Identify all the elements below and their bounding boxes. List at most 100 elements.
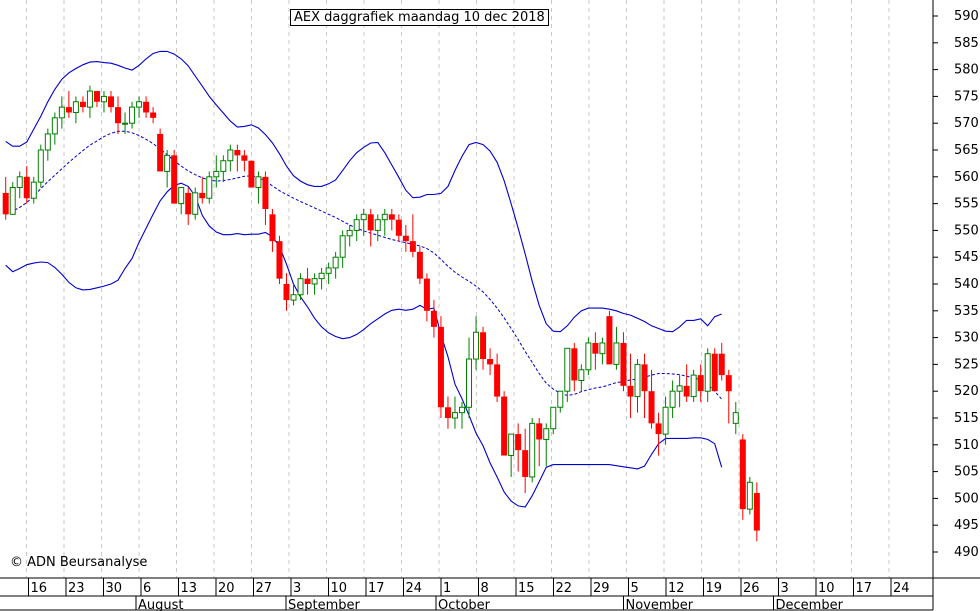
y-tick-label: 560 [954, 170, 979, 185]
candle [339, 230, 346, 268]
candle [683, 364, 690, 402]
candle [367, 208, 374, 247]
candle [466, 337, 473, 418]
candle-body-up [339, 235, 346, 258]
x-tick-label: 20 [218, 581, 235, 596]
candle-body-down [262, 176, 269, 209]
candle [395, 214, 402, 242]
candle-body-up [599, 342, 606, 355]
x-tick-label: 10 [331, 581, 348, 596]
candle-body-up [51, 117, 58, 135]
x-tick-label: 24 [893, 581, 910, 596]
candle [332, 251, 339, 279]
x-tick-label: 23 [68, 581, 85, 596]
month-label: December [776, 598, 844, 611]
candle [346, 225, 353, 247]
candle [536, 418, 543, 467]
x-tick-label: 6 [143, 581, 151, 596]
candle-body-down [620, 342, 627, 386]
candle [585, 337, 592, 376]
candle [122, 112, 129, 134]
candle-body-up [136, 101, 143, 108]
candle [360, 208, 367, 236]
candle-body-up [332, 256, 339, 269]
candle-body-down [683, 385, 690, 397]
candle [381, 208, 388, 236]
candle [262, 171, 269, 226]
candle-body-down [522, 450, 529, 477]
candle-body-down [93, 91, 100, 102]
candlestick-series [2, 85, 760, 542]
candle-body-up [746, 481, 753, 510]
candle-body-up [297, 278, 304, 296]
y-tick-label: 550 [954, 223, 979, 238]
candle [86, 85, 93, 118]
candle-body-up [529, 422, 536, 478]
candle-body-down [501, 396, 508, 456]
candle-body-up [690, 374, 697, 398]
candle-body-down [143, 101, 150, 113]
candle-body-up [290, 294, 297, 301]
candle [353, 214, 360, 242]
candle [136, 96, 143, 118]
candle [199, 176, 206, 204]
candle [416, 246, 423, 284]
candle [269, 208, 276, 252]
candle-body-up [30, 181, 37, 199]
candle-body-up [129, 106, 136, 124]
candle [704, 348, 711, 402]
y-tick-label: 575 [954, 89, 979, 104]
candle [311, 273, 318, 295]
y-tick-label: 505 [954, 465, 979, 480]
x-tick-label: 8 [481, 581, 489, 596]
candle-body-up [704, 353, 711, 392]
candle [213, 155, 220, 188]
x-tick-label: 30 [106, 581, 123, 596]
candle [150, 107, 157, 124]
candle [473, 316, 480, 370]
candle [164, 150, 171, 188]
candle-body-down [480, 332, 487, 360]
candle [93, 91, 100, 108]
candle-body-up [634, 363, 641, 398]
candle-body-down [283, 284, 290, 301]
x-tick-label: 16 [31, 581, 48, 596]
candle-body-down [157, 133, 164, 172]
x-tick-label: 17 [856, 581, 873, 596]
candle [753, 482, 760, 542]
x-tick-label: 29 [593, 581, 610, 596]
candle-body-up [227, 149, 234, 162]
candle [318, 267, 325, 290]
x-tick-label: 24 [406, 581, 423, 596]
candle-body-down [395, 219, 402, 236]
candle-body-up [206, 176, 213, 199]
x-tick-label: 17 [368, 581, 385, 596]
candle-body-down [185, 192, 192, 215]
candle-body-up [16, 176, 23, 189]
x-tick-label: 26 [743, 581, 760, 596]
candle-body-up [353, 219, 360, 231]
candle-body-down [571, 348, 578, 381]
candle-body-up [164, 154, 171, 172]
candle [550, 406, 557, 435]
candle [725, 369, 732, 424]
candle [732, 401, 739, 435]
candle-body-down [592, 342, 599, 354]
candle-body-down [711, 353, 718, 392]
candle-body-down [648, 391, 655, 424]
candle-body-down [367, 214, 374, 231]
candle-body-up [676, 385, 683, 392]
candle [739, 434, 746, 520]
candle-body-up [557, 390, 564, 408]
candle-body-up [543, 428, 550, 440]
candle-body-up [381, 213, 388, 221]
candle [58, 96, 65, 129]
candle-body-down [430, 310, 437, 327]
candle [662, 396, 669, 445]
y-tick-label: 510 [954, 438, 979, 453]
x-tick-label: 3 [781, 581, 789, 596]
candle [30, 176, 37, 204]
candle [571, 342, 578, 392]
candle [325, 262, 332, 284]
candle-body-down [79, 101, 86, 108]
